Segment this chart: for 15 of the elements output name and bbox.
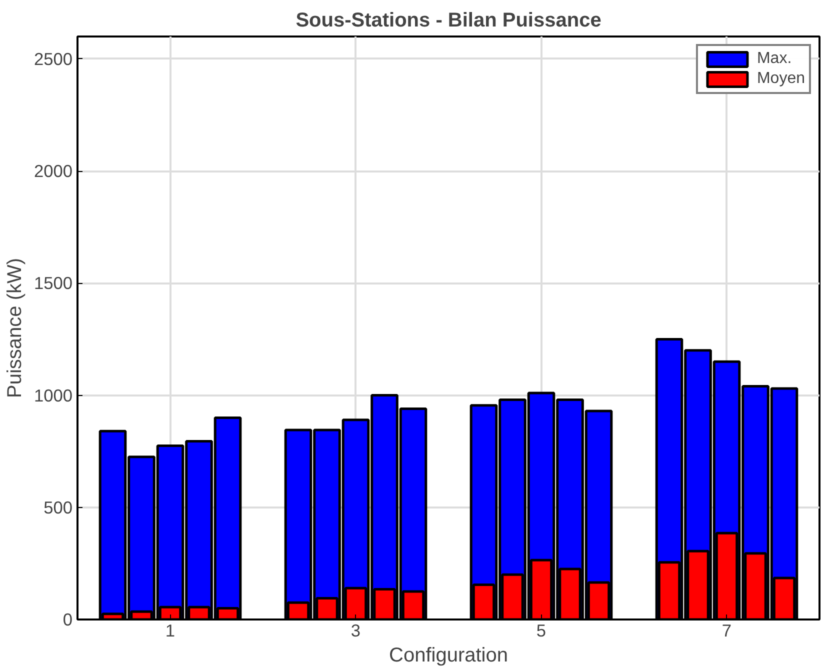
x-tick-label: 5 (536, 620, 546, 640)
x-tick-label: 1 (165, 620, 176, 640)
y-tick-label: 2500 (34, 48, 73, 69)
y-tick-label: 2000 (34, 161, 73, 182)
y-tick-label: 1000 (34, 385, 73, 406)
chart-title: Sous-Stations - Bilan Puissance (296, 10, 602, 32)
legend-label: Max. (756, 50, 792, 68)
x-axis-title: Configuration (389, 644, 508, 666)
y-axis-title: Puissance (kW) (4, 258, 26, 398)
y-tick-label: 1500 (34, 273, 73, 294)
y-tick-label: 500 (44, 497, 73, 518)
legend-label: Moyen (756, 70, 805, 88)
y-tick-label: 0 (62, 610, 73, 630)
x-tick-label: 3 (350, 620, 361, 640)
x-tick-label: 7 (722, 620, 732, 640)
